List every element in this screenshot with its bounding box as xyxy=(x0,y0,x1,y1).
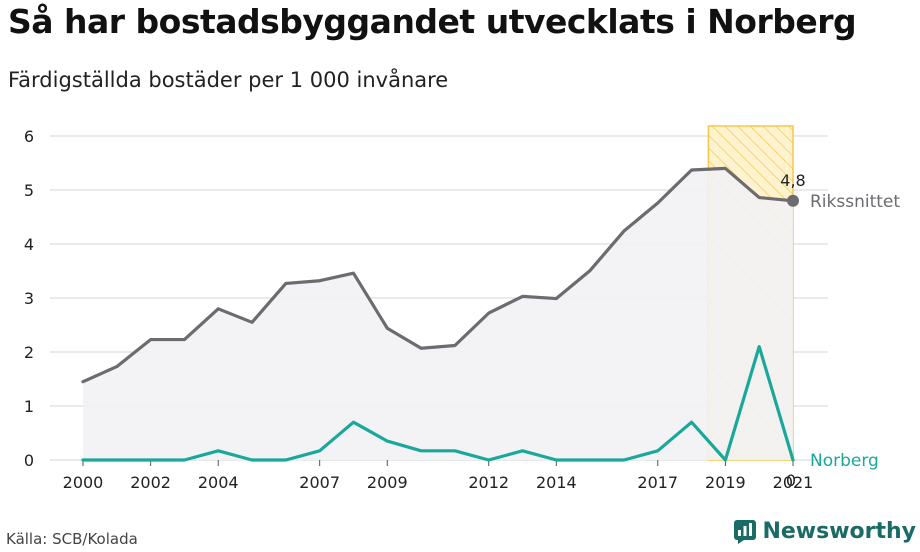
y-tick-label: 6 xyxy=(24,127,34,146)
x-tick-label: 2021 xyxy=(773,473,814,492)
series-lines xyxy=(81,166,795,462)
x-tick-label: 2012 xyxy=(468,473,509,492)
y-tick-label: 0 xyxy=(24,451,34,470)
tick-labels: 0 1 2 3 4 5 6 2000 2002 2004 2007 2009 2012 2014 2017 2… xyxy=(24,127,901,492)
rikssnittet-area-fill xyxy=(83,168,793,460)
x-tick-label: 2002 xyxy=(130,473,171,492)
x-tick-label: 2009 xyxy=(367,473,408,492)
end-marker-rikssnittet xyxy=(787,194,799,207)
series-line-norberg xyxy=(81,345,795,462)
y-tick-label: 1 xyxy=(24,397,34,416)
y-tick-label: 5 xyxy=(24,181,34,200)
newsworthy-logo-icon xyxy=(734,519,757,544)
series-line-rikssnittet xyxy=(81,166,795,384)
y-tick-label: 4 xyxy=(24,235,34,254)
brand-logo-block: Newsworthy xyxy=(734,519,916,544)
x-tick-label: 2007 xyxy=(299,473,340,492)
rikssnittet-area xyxy=(83,168,793,460)
end-value-label-rikssnittet: 4,8 xyxy=(780,171,805,190)
x-tick-label: 2014 xyxy=(536,473,577,492)
y-tick-label: 2 xyxy=(24,343,34,362)
x-tick-label: 2019 xyxy=(705,473,746,492)
x-tick-label: 2000 xyxy=(63,473,104,492)
source-note: Källa: SCB/Kolada xyxy=(6,530,138,548)
end-value-label-norberg: 0 xyxy=(786,471,796,490)
chart-title: Så har bostadsbyggandet utvecklats i Nor… xyxy=(8,2,857,41)
series-label-rikssnittet: Rikssnittet xyxy=(810,192,900,212)
series-label-norberg: Norberg xyxy=(810,451,879,471)
end-markers xyxy=(787,194,799,207)
chart-subtitle: Färdigställda bostäder per 1 000 invånar… xyxy=(8,68,449,92)
y-tick-label: 3 xyxy=(24,289,34,308)
x-tick-label: 2017 xyxy=(637,473,678,492)
brand-name: Newsworthy xyxy=(762,519,916,544)
x-tick-label: 2004 xyxy=(198,473,239,492)
